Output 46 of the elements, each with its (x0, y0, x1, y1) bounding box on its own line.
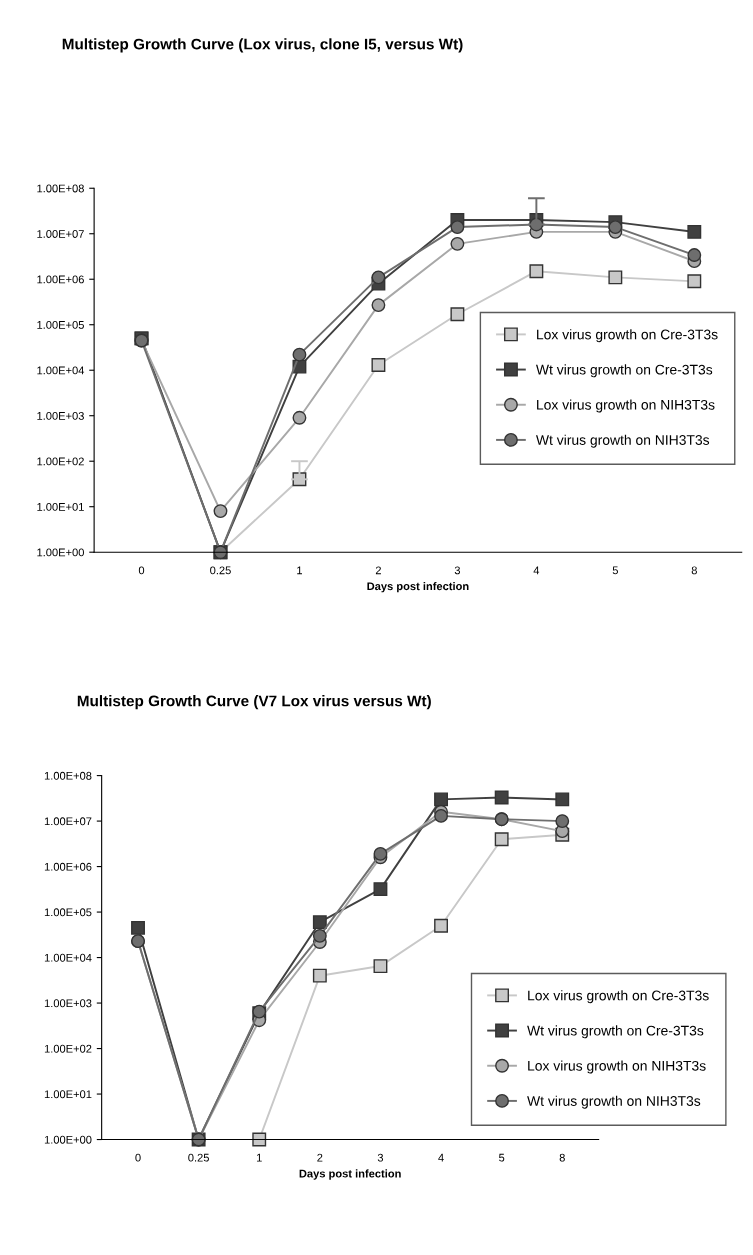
legend-label: Wt virus growth on NIH3T3s (527, 1095, 701, 1109)
y-tick-label: 1.00E+03 (37, 411, 84, 420)
x-tick-label: 2 (375, 566, 381, 575)
y-tick-label: 1.00E+06 (37, 275, 84, 284)
y-tick-label: 1.00E+04 (44, 953, 92, 962)
chart-title: Multistep Growth Curve (V7 Lox virus versus Wt) (77, 695, 431, 710)
y-tick-label: 1.00E+01 (37, 502, 84, 511)
legend-label: Wt virus growth on Cre-3T3s (536, 364, 713, 378)
y-tick-label: 1.00E+03 (44, 999, 92, 1008)
x-tick-label: 0.25 (188, 1153, 209, 1162)
x-tick-label: 0 (138, 566, 145, 575)
y-tick-label: 1.00E+07 (44, 817, 92, 826)
x-tick-label: 1 (256, 1153, 262, 1162)
y-tick-label: 1.00E+05 (37, 321, 84, 329)
y-tick-label: 1.00E+08 (37, 184, 84, 193)
y-tick-label: 1.00E+00 (44, 1135, 92, 1144)
y-tick-label: 1.00E+01 (44, 1090, 92, 1099)
y-tick-label: 1.00E+00 (37, 548, 84, 557)
x-tick-label: 0 (135, 1153, 141, 1162)
legend-label: Lox virus growth on Cre-3T3s (537, 329, 718, 343)
legend-label: Wt virus growth on NIH3T3s (536, 434, 710, 448)
legend-label: Lox virus growth on NIH3T3s (537, 399, 715, 413)
x-tick-label: 5 (499, 1153, 505, 1162)
legend-label: Wt virus growth on Cre-3T3s (527, 1025, 704, 1039)
x-tick-label: 3 (377, 1153, 384, 1162)
y-tick-label: 1.00E+05 (44, 908, 92, 917)
x-axis-title: Days post infection (367, 582, 469, 593)
y-tick-label: 1.00E+07 (37, 230, 84, 238)
x-tick-label: 5 (612, 566, 618, 575)
y-tick-label: 1.00E+02 (37, 457, 84, 466)
y-tick-label: 1.00E+06 (44, 862, 92, 871)
x-tick-label: 8 (691, 566, 697, 575)
x-tick-label: 3 (454, 566, 460, 575)
legend-label: Lox virus growth on Cre-3T3s (528, 990, 709, 1004)
x-tick-label: 4 (533, 566, 540, 575)
x-tick-label: 1 (297, 566, 302, 575)
x-tick-label: 0.25 (210, 566, 231, 575)
x-tick-label: 2 (317, 1153, 323, 1162)
x-axis-title: Days post infection (299, 1169, 401, 1180)
x-tick-label: 4 (438, 1153, 444, 1162)
chart-title: Multistep Growth Curve (Lox virus, clone I5, versus Wt) (62, 38, 463, 53)
y-tick-label: 1.00E+04 (37, 366, 85, 375)
legend-label: Lox virus growth on NIH3T3s (528, 1060, 706, 1074)
y-tick-label: 1.00E+08 (44, 771, 92, 780)
x-tick-label: 8 (559, 1153, 565, 1162)
y-tick-label: 1.00E+02 (44, 1044, 92, 1053)
